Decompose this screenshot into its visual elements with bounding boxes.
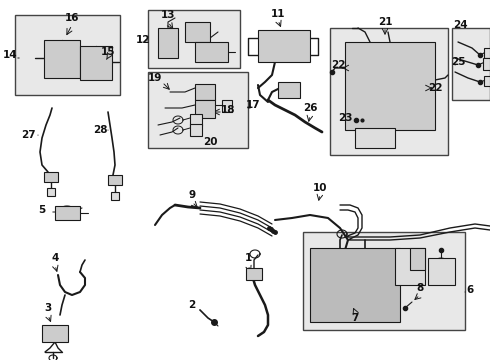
Bar [108,175,122,185]
Text: 13: 13 [161,10,175,20]
Bar [222,100,232,112]
Text: 18: 18 [221,105,235,115]
Bar [310,248,400,322]
Text: 10: 10 [313,183,327,193]
Text: 15: 15 [101,47,115,57]
Bar [195,84,215,100]
Bar [148,72,248,148]
Bar [42,325,68,342]
Text: 14: 14 [2,50,17,60]
Bar [47,188,55,196]
Text: 5: 5 [38,205,46,215]
Text: 2: 2 [188,300,196,310]
Text: 24: 24 [453,20,467,30]
Text: 8: 8 [416,283,424,293]
Bar [484,48,490,58]
Bar [44,172,58,182]
Bar [15,15,120,95]
Bar [195,100,215,118]
Text: 4: 4 [51,253,59,263]
Bar [148,10,240,68]
Text: 7: 7 [351,313,359,323]
Bar [190,114,202,126]
Text: 21: 21 [378,17,392,27]
Bar [195,42,228,62]
Bar [111,192,119,200]
Bar [44,40,80,78]
Bar [258,30,310,62]
Bar [345,42,435,130]
Text: 16: 16 [65,13,79,23]
Text: 6: 6 [466,285,474,295]
Text: 11: 11 [271,9,285,19]
Text: 3: 3 [45,303,51,313]
Text: 20: 20 [203,137,217,147]
Text: 1: 1 [245,253,252,263]
Bar [55,206,80,220]
Text: 22: 22 [428,83,442,93]
Text: 9: 9 [189,190,196,200]
Text: 22: 22 [331,60,345,70]
Bar [410,248,425,270]
Text: 27: 27 [21,130,35,140]
Text: 23: 23 [338,113,352,123]
Bar [484,76,490,86]
Bar [330,28,448,155]
Bar [190,124,202,136]
Text: 25: 25 [451,57,465,67]
Text: 12: 12 [136,35,150,45]
Bar [80,46,112,80]
Bar [428,258,455,285]
Bar [483,58,490,70]
Text: 28: 28 [93,125,107,135]
Text: 17: 17 [245,100,260,110]
Bar [355,128,395,148]
Bar [185,22,210,42]
Bar [278,82,300,98]
Bar [158,28,178,58]
Bar [395,248,425,285]
Bar [452,28,490,100]
Bar [246,268,262,280]
Text: 19: 19 [148,73,162,83]
Text: 26: 26 [303,103,317,113]
Bar [303,232,465,330]
